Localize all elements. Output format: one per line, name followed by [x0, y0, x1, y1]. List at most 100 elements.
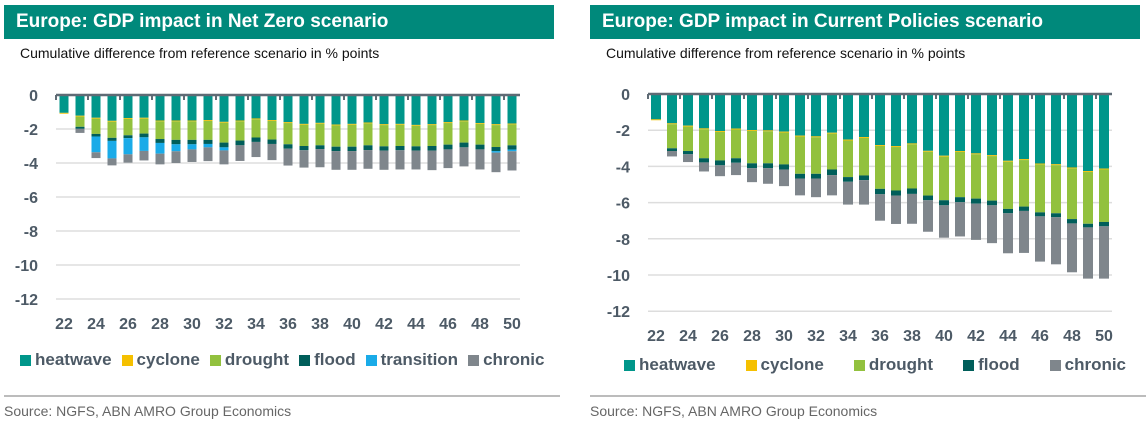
x-tick-label: 48 [471, 316, 489, 330]
x-tick-label: 24 [679, 328, 697, 345]
bar-segment-heatwave [59, 95, 69, 113]
bar-segment-cyclone [763, 130, 773, 132]
bar-segment-chronic [507, 151, 517, 171]
chart-subtitle: Cumulative difference from reference sce… [20, 45, 380, 61]
bar-segment-flood [1067, 219, 1077, 224]
bar-segment-transition [123, 138, 133, 155]
bar-segment-transition [507, 149, 517, 152]
x-tick-label: 50 [1095, 328, 1113, 345]
bar-segment-heatwave [747, 94, 757, 131]
x-tick-label: 28 [743, 328, 761, 345]
bar-segment-flood [763, 163, 773, 169]
bar-segment-cyclone [827, 132, 837, 134]
bar-segment-heatwave [91, 95, 101, 118]
legend-item-cyclone: cyclone [121, 350, 200, 370]
bar-segment-cyclone [107, 120, 117, 122]
x-tick-label: 34 [839, 328, 857, 345]
x-tick-label: 36 [279, 316, 297, 330]
x-tick-label: 38 [903, 328, 921, 345]
bar-segment-cyclone [139, 117, 149, 119]
bar-segment-drought [299, 124, 309, 146]
bar-segment-flood [955, 197, 965, 203]
bar-segment-drought [459, 121, 469, 143]
bar-segment-chronic [219, 150, 229, 165]
bar-segment-drought [315, 123, 325, 146]
bar-segment-drought [1051, 165, 1061, 214]
x-tick-label: 48 [1063, 328, 1081, 345]
bar-segment-cyclone [315, 122, 325, 124]
bar-segment-chronic [891, 195, 901, 224]
bar-segment-drought [347, 124, 357, 147]
bar-segment-drought [251, 119, 261, 138]
bar-segment-cyclone [987, 155, 997, 157]
bar-segment-drought [107, 121, 117, 138]
bar-segment-flood [459, 142, 469, 148]
x-tick-label: 40 [343, 316, 361, 330]
bar-segment-chronic [1067, 223, 1077, 273]
bar-segment-cyclone [363, 122, 373, 124]
bar-segment-chronic [779, 169, 789, 187]
bar-segment-chronic [1003, 213, 1013, 254]
bar-segment-flood [1099, 221, 1109, 227]
bar-segment-flood [267, 139, 277, 144]
divider [4, 395, 560, 397]
y-tick-label: -12 [607, 304, 630, 321]
bar-segment-flood [1083, 223, 1093, 228]
bar-segment-flood [91, 133, 101, 137]
bar-segment-chronic [251, 141, 261, 158]
bar-segment-cyclone [443, 122, 453, 124]
x-tick-label: 40 [935, 328, 953, 345]
bar-segment-heatwave [443, 95, 453, 123]
x-tick-label: 34 [247, 316, 265, 330]
bar-segment-flood [811, 173, 821, 179]
legend-swatch [121, 354, 133, 366]
bar-segment-chronic [267, 143, 277, 161]
bar-segment-cyclone [251, 118, 261, 120]
bar-segment-heatwave [1083, 94, 1093, 172]
bar-segment-drought [891, 147, 901, 191]
bar-segment-drought [267, 121, 277, 140]
y-tick-label: -8 [24, 224, 38, 241]
y-tick-label: -2 [24, 122, 38, 139]
bar-segment-flood [107, 137, 117, 141]
bar-segment-cyclone [907, 143, 917, 145]
y-tick-label: -6 [24, 190, 38, 207]
x-tick-label: 44 [407, 316, 425, 330]
bar-segment-heatwave [795, 94, 805, 136]
bar-segment-cyclone [731, 128, 741, 130]
bar-segment-chronic [171, 151, 181, 163]
legend-item-flood: flood [963, 355, 1020, 375]
chart-current-policies: 0 -2 -4 -6 -8 -10 -12 22 24 26 28 30 32 34 36 38 40 42 44 4… [607, 87, 1113, 345]
bar-segment-drought [1083, 172, 1093, 224]
bar-segment-cyclone [411, 124, 421, 126]
bar-segment-chronic [491, 152, 501, 173]
bar-segment-heatwave [347, 95, 357, 124]
bar-segment-drought [155, 121, 165, 140]
bar-segment-heatwave [251, 95, 261, 119]
legend-label: heatwave [35, 350, 112, 369]
bar-segment-heatwave [859, 94, 869, 138]
x-tick-label: 46 [1031, 328, 1049, 345]
bar-segment-cyclone [75, 115, 85, 117]
bar-segment-cyclone [299, 123, 309, 125]
bar-segment-transition [107, 140, 117, 159]
bar-segment-drought [1019, 160, 1029, 207]
bar-segment-cyclone [123, 118, 133, 119]
bar-segment-heatwave [699, 94, 709, 129]
bar-segment-cyclone [347, 123, 357, 125]
bar-segment-cyclone [1099, 168, 1109, 170]
bar-segment-cyclone [491, 124, 501, 126]
bar-segment-flood [1003, 208, 1013, 214]
bar-segment-heatwave [987, 94, 997, 156]
chart-subtitle: Cumulative difference from reference sce… [606, 45, 966, 61]
legend-label: heatwave [639, 355, 716, 374]
bar-segment-chronic [379, 150, 389, 170]
bar-segment-flood [75, 126, 85, 129]
bar-segment-flood [347, 146, 357, 152]
x-tick-label: 38 [311, 316, 329, 330]
bar-segment-cyclone [267, 120, 277, 122]
bar-segment-chronic [107, 158, 117, 166]
legend-item-transition: transition [365, 350, 458, 370]
bar-segment-heatwave [1035, 94, 1045, 164]
bar-segment-heatwave [811, 94, 821, 137]
